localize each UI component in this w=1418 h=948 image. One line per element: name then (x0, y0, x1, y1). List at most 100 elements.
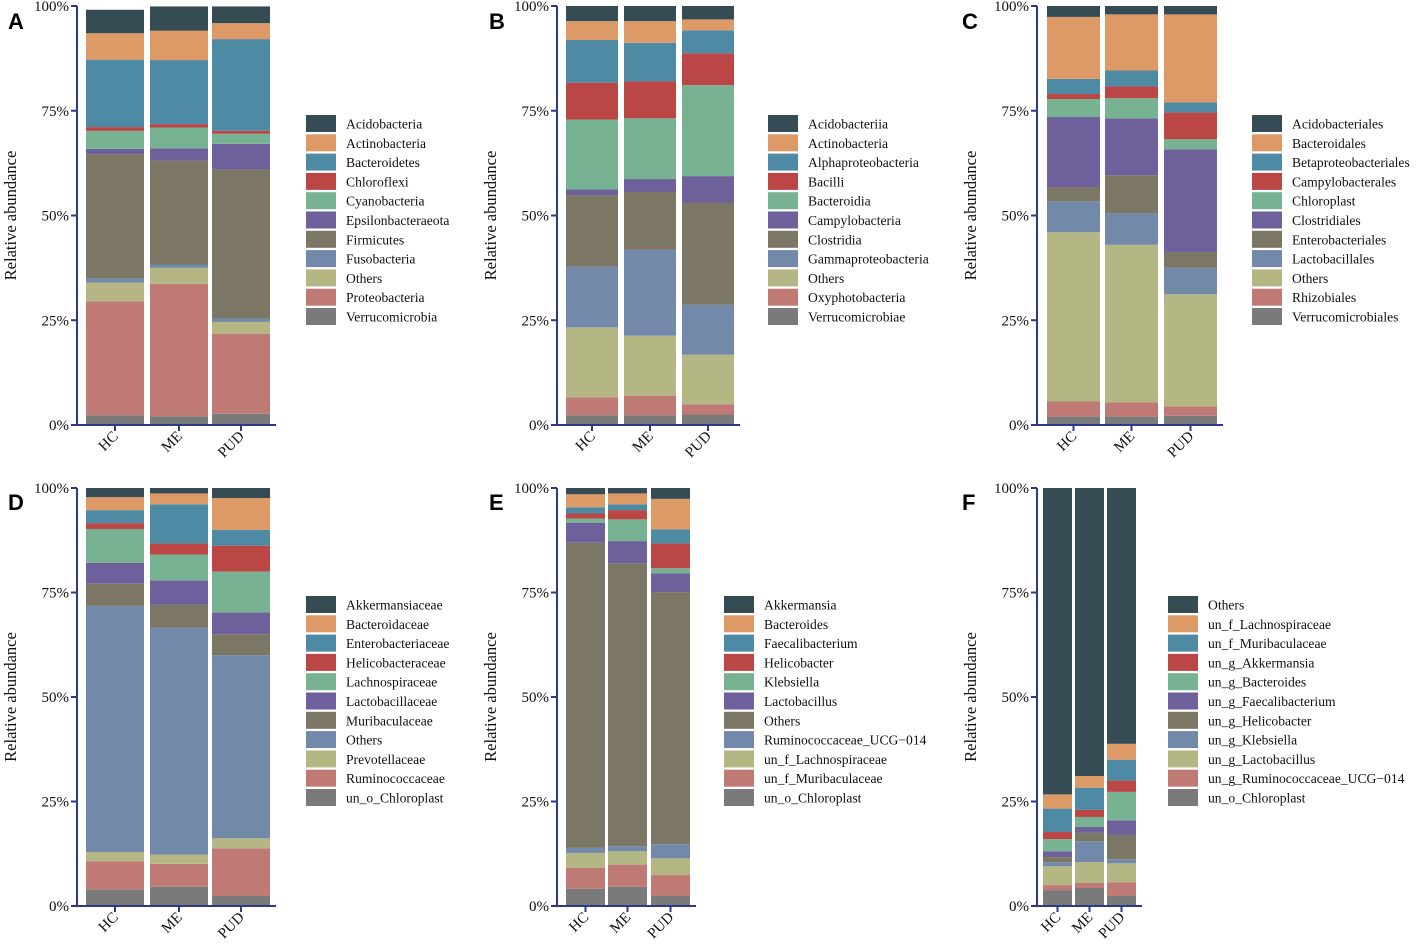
panel-d-bar-hc-3 (86, 852, 144, 862)
panel-d-legend-swatch-6 (306, 692, 336, 710)
panel-f-bar-pud-8 (1107, 780, 1136, 792)
panel-f-bar-me-8 (1075, 809, 1104, 817)
panel-f-bar-pud-4 (1107, 859, 1136, 864)
panel-d-bar-hc-7 (86, 528, 144, 563)
panel-c-bar-me-1 (1105, 416, 1158, 425)
panel-c-legend-swatch-8 (1252, 250, 1282, 268)
panel-f-legend-label-8: un_g_Klebsiella (1208, 733, 1297, 748)
panel-f-bar-pud-7 (1107, 791, 1136, 821)
panel-c-bar-me-8 (1105, 86, 1158, 99)
panel-e-bar-me-4 (608, 846, 647, 852)
panel-d-legend-swatch-11 (306, 789, 336, 806)
panel-e-legend-label-7: Others (764, 713, 800, 728)
panel-a-bar-pud-10 (212, 23, 270, 40)
panel-a-bar-hc-6 (86, 148, 144, 155)
panel-e-bar-hc-1 (566, 888, 605, 906)
panel-c-bar-me-7 (1105, 98, 1158, 119)
panel-a-xtick-label-hc: HC (96, 429, 122, 455)
panel-f-legend-swatch-5 (1168, 673, 1198, 691)
panel-c-legend-swatch-2 (1252, 134, 1282, 152)
panel-b-bar-me-3 (624, 335, 676, 396)
panel-c-bar-hc-1 (1047, 416, 1100, 425)
panel-f-bar-hc-4 (1043, 862, 1072, 867)
panel-d-legend-label-4: Helicobacteraceae (346, 655, 446, 670)
panel-e-legend-label-10: un_f_Muribaculaceae (764, 771, 883, 786)
panel-c-bar-hc-10 (1047, 16, 1100, 79)
panel-c-bar-hc-4 (1047, 201, 1100, 233)
panel-b-legend-swatch-11 (768, 308, 798, 325)
panel-d-ytick-label: 0% (49, 899, 69, 915)
panel-e-legend-label-2: Bacteroides (764, 617, 828, 632)
panel-d-ytick-label: 100% (34, 481, 69, 497)
panel-d-legend-label-8: Others (346, 733, 382, 748)
panel-e-bar-me-3 (608, 851, 647, 865)
panel-c-bar-pud-4 (1164, 267, 1217, 295)
panel-a-bar-me-5 (150, 160, 208, 265)
panel-d-xtick-label-hc: HC (96, 910, 122, 936)
panel-f-bar-me-6 (1075, 826, 1104, 833)
panel-e-bar-pud-8 (651, 543, 690, 569)
panel-e-bar-me-8 (608, 510, 647, 520)
panel-e-legend-label-8: Ruminococcaceae_UCG−014 (764, 733, 927, 748)
panel-d-bar-hc-6 (86, 562, 144, 584)
panel-d-bar-pud-8 (212, 545, 270, 572)
panel-c-legend-swatch-4 (1252, 172, 1282, 190)
panel-e-bar-hc-10 (566, 494, 605, 508)
panel-e-bar-hc-2 (566, 867, 605, 889)
panel-f-legend-label-1: Others (1208, 598, 1244, 613)
panel-c-legend-label-3: Betaproteobacteriales (1292, 155, 1410, 170)
panel-e-xtick-label-pud: PUD (645, 909, 678, 942)
panel-b-bar-hc-7 (566, 119, 618, 190)
panel-f-bar-me-4 (1075, 841, 1104, 863)
panel-d-bar-hc-4 (86, 605, 144, 853)
panel-a-legend-swatch-8 (306, 250, 336, 268)
panel-b-legend-swatch-10 (768, 288, 798, 306)
panel-f-xtick-label-pud: PUD (1096, 909, 1129, 942)
panel-c-legend-label-10: Rhizobiales (1292, 290, 1356, 305)
panel-f-xtick-label-hc: HC (1038, 910, 1064, 936)
panel-d-xtick-label-me: ME (159, 910, 186, 937)
panel-e-legend-swatch-5 (724, 673, 754, 691)
panel-b-legend-swatch-6 (768, 211, 798, 229)
panel-d-legend-swatch-5 (306, 673, 336, 691)
panel-e-legend-label-9: un_f_Lachnospiraceae (764, 752, 887, 767)
panel-e-legend-swatch-7 (724, 711, 754, 729)
panel-d-legend-label-6: Lactobacillaceae (346, 694, 437, 709)
panel-a-xtick-label-pud: PUD (215, 428, 248, 461)
panel-a-legend-label-2: Actinobacteria (346, 136, 426, 151)
panel-b-bar-me-10 (624, 21, 676, 43)
panel-d-bar-hc-1 (86, 889, 144, 906)
panel-a-bar-pud-6 (212, 143, 270, 170)
panel-f-bar-pud-11 (1107, 488, 1136, 744)
panel-f-bar-me-9 (1075, 787, 1104, 810)
panel-b-legend-label-7: Clostridia (808, 232, 862, 247)
panel-c-bar-me-9 (1105, 70, 1158, 87)
panel-b-legend-swatch-7 (768, 230, 798, 248)
panel-f-bar-hc-9 (1043, 808, 1072, 833)
panel-d-bar-me-8 (150, 543, 208, 555)
panel-a-bar-pud-2 (212, 333, 270, 414)
panel-a-ytick-label: 75% (42, 104, 70, 120)
panel-d-bar-hc-9 (86, 510, 144, 524)
panel-e-legend-label-6: Lactobacillus (764, 694, 837, 709)
panel-a-legend-swatch-11 (306, 308, 336, 325)
panel-a-legend-swatch-10 (306, 288, 336, 306)
panel-e-letter: E (489, 490, 504, 515)
panel-c-ytick-label: 75% (1002, 104, 1030, 120)
panel-d-xtick-label-pud: PUD (215, 909, 248, 942)
panel-f-bar-pud-10 (1107, 743, 1136, 760)
panel-d-bar-hc-11 (86, 488, 144, 498)
panel-f-bar-pud-2 (1107, 882, 1136, 896)
panel-f-legend-swatch-1 (1168, 596, 1198, 613)
panel-b-bar-hc-5 (566, 195, 618, 267)
panel-e-bar-hc-3 (566, 852, 605, 868)
panel-a-bar-hc-2 (86, 301, 144, 416)
panel-a-legend-swatch-3 (306, 153, 336, 171)
panel-f-legend-swatch-7 (1168, 711, 1198, 729)
panel-d-legend-swatch-1 (306, 596, 336, 613)
panel-c-xtick-label-me: ME (1111, 429, 1138, 456)
panel-a-legend-label-3: Bacteroidetes (346, 155, 420, 170)
panel-f-bar-me-10 (1075, 776, 1104, 788)
panel-e-ytick-label: 50% (522, 690, 550, 706)
panel-a-ytick-label: 50% (42, 209, 70, 225)
